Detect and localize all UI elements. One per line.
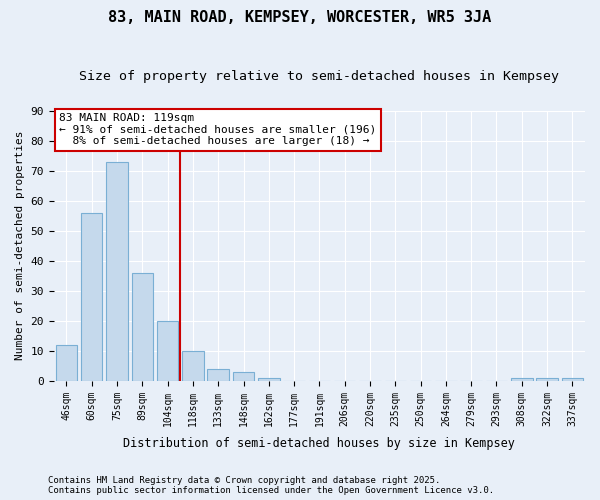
Bar: [208, 369, 229, 381]
Bar: [106, 162, 128, 381]
Bar: [157, 321, 178, 381]
Title: Size of property relative to semi-detached houses in Kempsey: Size of property relative to semi-detach…: [79, 70, 559, 83]
X-axis label: Distribution of semi-detached houses by size in Kempsey: Distribution of semi-detached houses by …: [124, 437, 515, 450]
Bar: [536, 378, 558, 381]
Bar: [81, 212, 103, 381]
Text: Contains HM Land Registry data © Crown copyright and database right 2025.
Contai: Contains HM Land Registry data © Crown c…: [48, 476, 494, 495]
Bar: [258, 378, 280, 381]
Text: 83 MAIN ROAD: 119sqm
← 91% of semi-detached houses are smaller (196)
  8% of sem: 83 MAIN ROAD: 119sqm ← 91% of semi-detac…: [59, 114, 376, 146]
Bar: [131, 273, 153, 381]
Bar: [511, 378, 533, 381]
Bar: [562, 378, 583, 381]
Bar: [233, 372, 254, 381]
Bar: [182, 351, 203, 381]
Y-axis label: Number of semi-detached properties: Number of semi-detached properties: [15, 131, 25, 360]
Text: 83, MAIN ROAD, KEMPSEY, WORCESTER, WR5 3JA: 83, MAIN ROAD, KEMPSEY, WORCESTER, WR5 3…: [109, 10, 491, 25]
Bar: [56, 345, 77, 381]
